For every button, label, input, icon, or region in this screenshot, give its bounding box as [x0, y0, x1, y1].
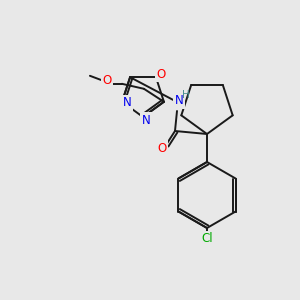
Text: Cl: Cl	[201, 232, 213, 245]
Text: N: N	[123, 96, 131, 109]
Text: N: N	[175, 94, 183, 107]
Text: N: N	[142, 113, 150, 127]
Text: O: O	[102, 74, 112, 87]
Text: O: O	[156, 68, 166, 81]
Text: H: H	[182, 90, 190, 100]
Text: O: O	[158, 142, 166, 154]
